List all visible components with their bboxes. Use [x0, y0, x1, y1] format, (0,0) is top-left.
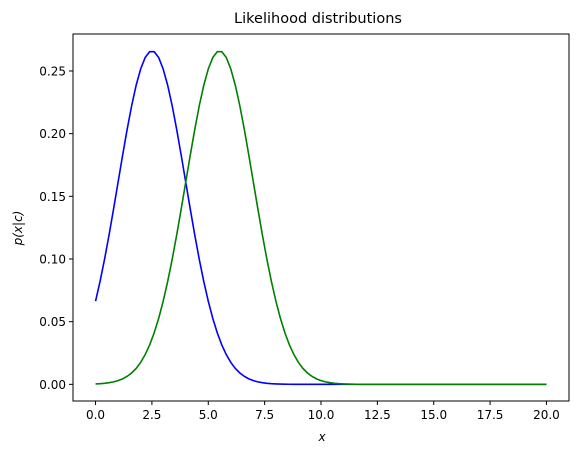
chart-title: Likelihood distributions: [234, 11, 402, 27]
y-tick-label: 0.10: [39, 252, 66, 266]
y-tick-label: 0.20: [39, 127, 66, 141]
axes-frame: [72, 33, 570, 402]
x-tick-label: 15.0: [420, 408, 447, 422]
y-tick-label: 0.00: [39, 378, 66, 392]
x-tick-label: 12.5: [364, 408, 391, 422]
y-axis-ticks: 0.00 0.05 0.10 0.15 0.20 0.25: [39, 64, 73, 392]
x-tick-label: 20.0: [533, 408, 560, 422]
y-tick-label: 0.25: [39, 64, 66, 78]
y-axis-label: p(x|c): [11, 211, 25, 247]
x-tick-label: 10.0: [308, 408, 335, 422]
y-tick-label: 0.15: [39, 190, 66, 204]
y-tick-label: 0.05: [39, 315, 66, 329]
x-tick-label: 5.0: [199, 408, 218, 422]
series-line-2: [95, 50, 547, 386]
x-tick-label: 7.5: [255, 408, 274, 422]
x-axis-ticks: 0.0 2.5 5.0 7.5 10.0 12.5 15.0 17.5 20.0: [86, 401, 560, 422]
x-tick-label: 0.0: [86, 408, 105, 422]
x-axis-label: x: [317, 430, 326, 444]
x-tick-label: 17.5: [477, 408, 504, 422]
plot-area: [94, 50, 547, 386]
x-tick-label: 2.5: [142, 408, 161, 422]
